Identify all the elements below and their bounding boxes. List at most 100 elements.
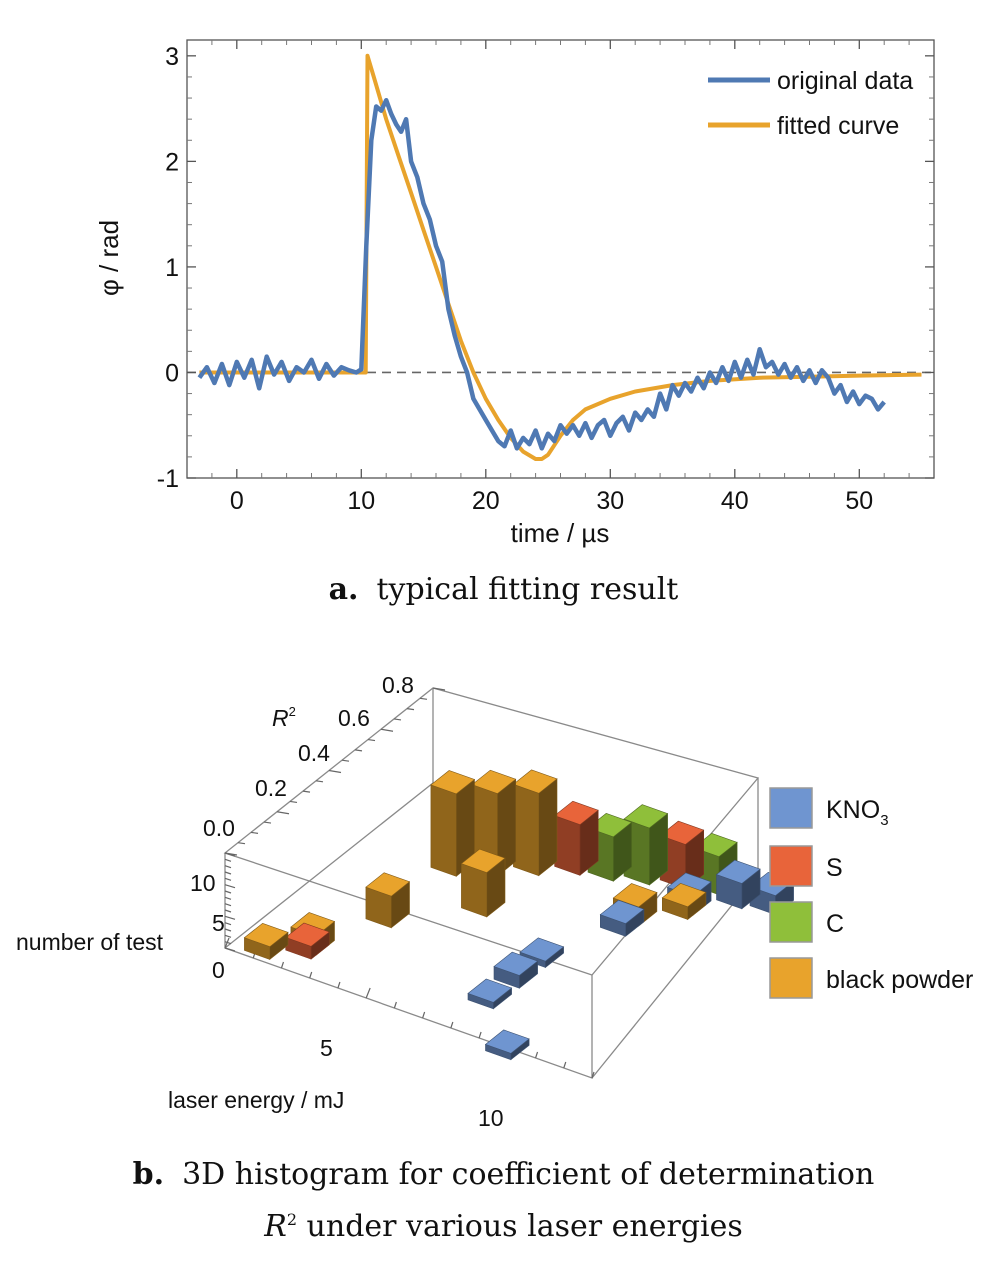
r2-tick-mark (237, 842, 246, 845)
bar-face (365, 872, 411, 897)
r2-axis-letter: R (272, 705, 289, 731)
bar-c (587, 813, 633, 882)
count-tick-1: 5 (212, 910, 225, 936)
r2-tick-4: 0.8 (382, 672, 414, 698)
legend-label-s: S (826, 854, 843, 882)
r2-tick-mark (432, 687, 446, 691)
count-tick-mark (224, 941, 232, 945)
r2-tick-mark (302, 790, 311, 793)
bar-face (659, 820, 705, 845)
box-back-floor (224, 782, 434, 949)
energy-tick-mark (478, 1031, 482, 1039)
count-tick-mark (224, 877, 232, 881)
count-tick-mark (224, 947, 236, 952)
legend-item-black-powder: black powder (769, 957, 973, 999)
bars-group (243, 769, 795, 1061)
caption-b-line2: R2 under various laser energies (0, 1209, 1007, 1244)
caption-b-rest: under various laser energies (297, 1209, 743, 1244)
energy-tick-0: 5 (320, 1035, 333, 1061)
energy-axis: laser energy / mJ 5 10 (168, 1035, 504, 1131)
count-tick-mark (224, 865, 232, 869)
y-axis-ticks: -1 0 1 2 3 (157, 43, 934, 493)
bar-s (285, 922, 330, 960)
y-axis-label: φ / rad (94, 220, 124, 296)
y-tick-label: 0 (165, 359, 179, 387)
y-tick-label: 3 (165, 43, 179, 71)
count-tick-mark (224, 852, 236, 857)
plot-frame (186, 39, 935, 479)
count-tick-mark (224, 928, 232, 932)
r2-tick-2: 0.4 (298, 740, 330, 766)
legend-item-kno3: KNO3 (769, 787, 889, 829)
caption-b-text: 3D histogram for coefficient of determin… (182, 1157, 875, 1192)
series-group (197, 53, 922, 461)
caption-b-symbol: R (264, 1209, 287, 1244)
bar-kno3 (493, 951, 539, 989)
legend-item-s: S (769, 845, 843, 887)
bar-face (553, 800, 599, 826)
r2-axis-sup: 2 (289, 704, 296, 719)
y-tick-label: 1 (165, 254, 179, 282)
count-tick-mark (224, 871, 232, 875)
bar-face (484, 1029, 530, 1054)
bar-face (554, 815, 581, 876)
bar-face (623, 804, 669, 829)
bar-kno3 (484, 1029, 530, 1061)
x-tick-label: 50 (845, 487, 873, 515)
bar-face (243, 922, 289, 948)
energy-tick-mark (534, 1051, 539, 1059)
bar-face (430, 770, 476, 795)
bar-kno3 (467, 978, 513, 1010)
x-tick-label: 10 (347, 487, 375, 515)
count-tick-mark (224, 884, 236, 889)
legend-label-fitted: fitted curve (777, 112, 899, 140)
count-axis: number of test 10 5 0 (16, 870, 225, 983)
energy-tick-mark (337, 981, 341, 989)
count-tick-mark (224, 903, 232, 907)
legend-label-c: C (826, 910, 844, 938)
legend-swatch-c (769, 901, 813, 943)
bar-s (553, 800, 599, 876)
r2-tick-mark (341, 759, 350, 762)
energy-tick-mark (422, 1011, 426, 1019)
legend-label-kno3-main: KNO (826, 796, 880, 824)
count-tick-0: 10 (190, 870, 216, 896)
energy-tick-mark (309, 971, 313, 979)
r2-tick-mark (250, 831, 259, 834)
caption-a: a. typical fitting result (0, 572, 1007, 607)
legend-label-black-powder: black powder (826, 966, 973, 994)
series-line-original-data (197, 97, 886, 451)
r2-tick-3: 0.6 (338, 705, 370, 731)
x-tick-label: 0 (230, 487, 244, 515)
bar-face (461, 863, 488, 918)
legend-label-kno3: KNO3 (826, 796, 889, 829)
r2-tick-mark (367, 738, 376, 742)
energy-tick-mark (563, 1061, 567, 1069)
box-3d (223, 687, 760, 1079)
x-tick-label: 20 (472, 487, 500, 515)
axis-tick-marks (224, 687, 595, 1079)
bar-black-powder (661, 883, 707, 921)
r2-tick-mark (289, 800, 298, 804)
bar-face (538, 778, 558, 877)
legend-swatch-black-powder (769, 957, 813, 999)
chart-a: 0 10 20 30 40 50 -1 0 1 2 3 time / µs φ / rad ori… (94, 39, 935, 548)
y-tick-label: -1 (157, 465, 179, 493)
bar-face (612, 883, 658, 908)
count-tick-mark (224, 896, 232, 900)
r2-tick-mark (263, 821, 272, 824)
box-front-edges (224, 853, 593, 1079)
legend-swatch-kno3 (769, 787, 813, 829)
r2-tick-mark (419, 697, 428, 700)
count-tick-mark (224, 858, 232, 862)
r2-tick-mark (315, 780, 324, 783)
bar-kno3 (715, 859, 761, 910)
energy-tick-1: 10 (478, 1105, 504, 1131)
caption-b-tag: b. (132, 1157, 165, 1192)
energy-tick-mark (224, 937, 230, 949)
r2-tick-mark (276, 811, 290, 815)
count-tick-2: 0 (212, 957, 225, 983)
count-tick-mark (224, 922, 232, 926)
energy-tick-mark (280, 961, 285, 969)
count-axis-label: number of test (16, 929, 164, 955)
